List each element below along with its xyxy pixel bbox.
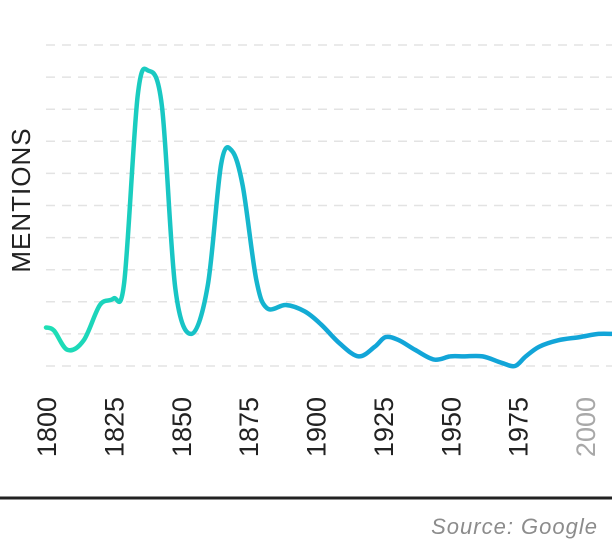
x-tick-label: 2000 (571, 397, 601, 457)
x-tick-label: 1800 (32, 397, 62, 457)
y-axis-title: MENTIONS (6, 127, 36, 272)
x-axis-ticks: 1800 1825 1850 1875 1900 1925 1950 1975 2000 (32, 397, 601, 457)
source-credit: Source: Google (431, 514, 598, 539)
x-tick-label: 1950 (436, 397, 466, 457)
x-tick-label: 1900 (302, 397, 332, 457)
series-line (43, 66, 612, 369)
x-tick-label: 1875 (234, 397, 264, 457)
x-tick-label: 1850 (167, 397, 197, 457)
mentions-line-chart: 1800 1825 1850 1875 1900 1925 1950 1975 2000 MEN… (0, 44, 612, 500)
x-tick-label: 1975 (504, 397, 534, 457)
x-tick-label: 1925 (369, 397, 399, 457)
x-tick-label: 1825 (99, 397, 129, 457)
